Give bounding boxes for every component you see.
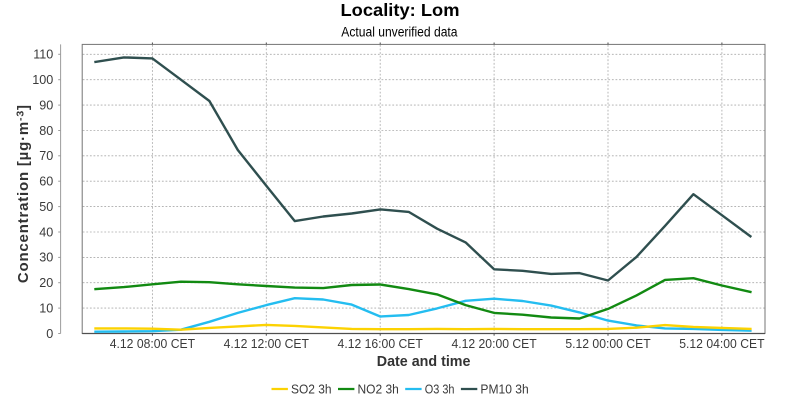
svg-text:4.12 12:00 CET: 4.12 12:00 CET bbox=[224, 336, 309, 351]
svg-text:4.12 20:00 CET: 4.12 20:00 CET bbox=[451, 336, 536, 351]
svg-text:40: 40 bbox=[39, 225, 53, 239]
svg-text:50: 50 bbox=[39, 200, 53, 214]
svg-text:4.12 08:00 CET: 4.12 08:00 CET bbox=[110, 336, 195, 351]
svg-text:Locality: Lom: Locality: Lom bbox=[341, 0, 460, 20]
svg-text:Actual unverified data: Actual unverified data bbox=[341, 25, 458, 40]
svg-text:O3 3h: O3 3h bbox=[425, 382, 455, 397]
svg-text:70: 70 bbox=[39, 149, 53, 163]
svg-text:Concentration [µg·m-3]: Concentration [µg·m-3] bbox=[15, 104, 33, 283]
svg-text:5.12 00:00 CET: 5.12 00:00 CET bbox=[565, 336, 650, 351]
svg-text:110: 110 bbox=[33, 48, 53, 62]
svg-text:100: 100 bbox=[32, 73, 53, 87]
svg-text:20: 20 bbox=[39, 276, 53, 290]
svg-text:5.12 04:00 CET: 5.12 04:00 CET bbox=[679, 336, 764, 351]
svg-text:NO2 3h: NO2 3h bbox=[358, 382, 399, 397]
svg-text:60: 60 bbox=[39, 175, 53, 189]
svg-text:SO2 3h: SO2 3h bbox=[291, 382, 332, 397]
svg-text:Date and time: Date and time bbox=[377, 353, 471, 370]
svg-text:90: 90 bbox=[39, 98, 53, 112]
svg-text:10: 10 bbox=[39, 301, 53, 315]
svg-text:4.12 16:00 CET: 4.12 16:00 CET bbox=[338, 336, 423, 351]
svg-text:30: 30 bbox=[39, 251, 53, 265]
svg-text:80: 80 bbox=[39, 124, 53, 138]
svg-text:PM10 3h: PM10 3h bbox=[480, 382, 528, 397]
svg-text:0: 0 bbox=[46, 327, 53, 341]
